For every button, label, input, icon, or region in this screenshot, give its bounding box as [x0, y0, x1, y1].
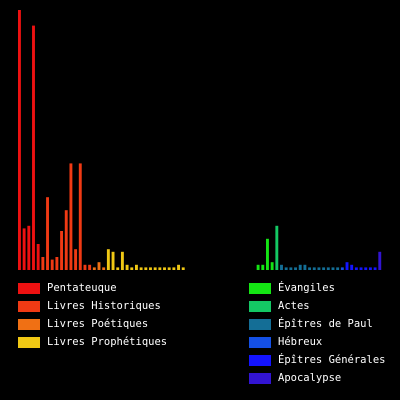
bar — [368, 267, 372, 270]
bar — [144, 267, 148, 270]
bar — [350, 264, 354, 270]
legend-label: Livres Poétiques — [47, 318, 149, 330]
bar — [261, 264, 265, 270]
bar — [60, 231, 64, 270]
bar — [181, 267, 185, 270]
legend-label: Épîtres Générales — [278, 354, 386, 366]
legend-right: Évangiles Actes Épîtres de Paul Hébreux … — [249, 279, 400, 387]
legend-label: Épîtres de Paul — [278, 318, 373, 330]
bar — [83, 264, 87, 270]
legend-swatch — [249, 282, 271, 294]
legend-label: Livres Historiques — [47, 300, 161, 312]
bar — [74, 249, 78, 270]
bar — [284, 267, 288, 270]
legend-label: Pentateuque — [47, 282, 117, 294]
bar — [303, 264, 307, 270]
legend-label: Apocalypse — [278, 372, 342, 384]
bar — [336, 267, 340, 270]
legend-swatch — [249, 372, 271, 384]
bar — [18, 10, 21, 270]
legend-item-hebreux: Hébreux — [249, 333, 400, 351]
bar — [111, 251, 115, 270]
bars-group — [18, 10, 382, 270]
bar — [294, 267, 297, 270]
bar — [317, 267, 321, 270]
bar — [312, 267, 316, 270]
bar — [289, 267, 293, 270]
bar — [125, 264, 129, 270]
bar — [340, 267, 344, 270]
bar — [106, 249, 110, 270]
legend-item-actes: Actes — [249, 297, 400, 315]
legend-item-livres-historiques: Livres Historiques — [18, 297, 188, 315]
bar — [345, 262, 349, 270]
legend-item-evangiles: Évangiles — [249, 279, 400, 297]
bar — [102, 267, 106, 270]
legend-item-livres-prophetiques: Livres Prophétiques — [18, 333, 188, 351]
bar — [78, 163, 82, 270]
legend-swatch — [249, 300, 271, 312]
bar — [55, 257, 59, 270]
legend-swatch — [18, 318, 40, 330]
bar — [134, 264, 138, 270]
bar — [308, 267, 312, 270]
bar — [275, 225, 279, 270]
bar — [116, 267, 120, 270]
legend-item-livres-poetiques: Livres Poétiques — [18, 315, 188, 333]
legend-swatch — [18, 336, 40, 348]
bar — [27, 225, 31, 270]
bar — [88, 264, 92, 270]
legend-swatch — [249, 354, 271, 366]
legend-item-apocalypse: Apocalypse — [249, 369, 400, 387]
bar — [130, 267, 134, 270]
bar — [331, 267, 335, 270]
bar — [69, 163, 73, 270]
legend-label: Livres Prophétiques — [47, 336, 168, 348]
bar — [172, 267, 176, 270]
bar — [326, 267, 330, 270]
legend-swatch — [18, 282, 40, 294]
bar — [256, 264, 260, 270]
legend-item-pentateuque: Pentateuque — [18, 279, 188, 297]
bar — [92, 267, 96, 270]
bar — [120, 251, 124, 270]
bar — [354, 267, 358, 270]
legend-item-epitres-generales: Épîtres Générales — [249, 351, 400, 369]
bar — [373, 267, 377, 270]
bar — [177, 264, 180, 270]
bar — [359, 267, 363, 270]
bar — [36, 244, 40, 270]
bar — [298, 264, 302, 270]
legend-label: Évangiles — [278, 282, 335, 294]
bar — [158, 267, 162, 270]
bar — [322, 267, 326, 270]
bar — [266, 238, 269, 270]
bar — [64, 210, 68, 270]
bar — [139, 267, 143, 270]
bar — [163, 267, 166, 270]
bar — [22, 228, 26, 270]
legend-item-epitres-de-paul: Épîtres de Paul — [249, 315, 400, 333]
bar — [149, 267, 152, 270]
legend-swatch — [249, 318, 271, 330]
bar — [378, 251, 382, 270]
legend-label: Hébreux — [278, 336, 323, 348]
bar — [280, 264, 283, 270]
bar — [97, 262, 101, 270]
legend-left: Pentateuque Livres Historiques Livres Po… — [18, 279, 188, 351]
legend-label: Actes — [278, 300, 310, 312]
legend-swatch — [249, 336, 271, 348]
bar — [32, 25, 35, 270]
bar — [270, 262, 274, 270]
bar — [167, 267, 171, 270]
bar — [41, 257, 45, 270]
bar — [46, 197, 49, 270]
bar — [50, 259, 54, 270]
bar — [153, 267, 157, 270]
bar — [364, 267, 368, 270]
legend-swatch — [18, 300, 40, 312]
